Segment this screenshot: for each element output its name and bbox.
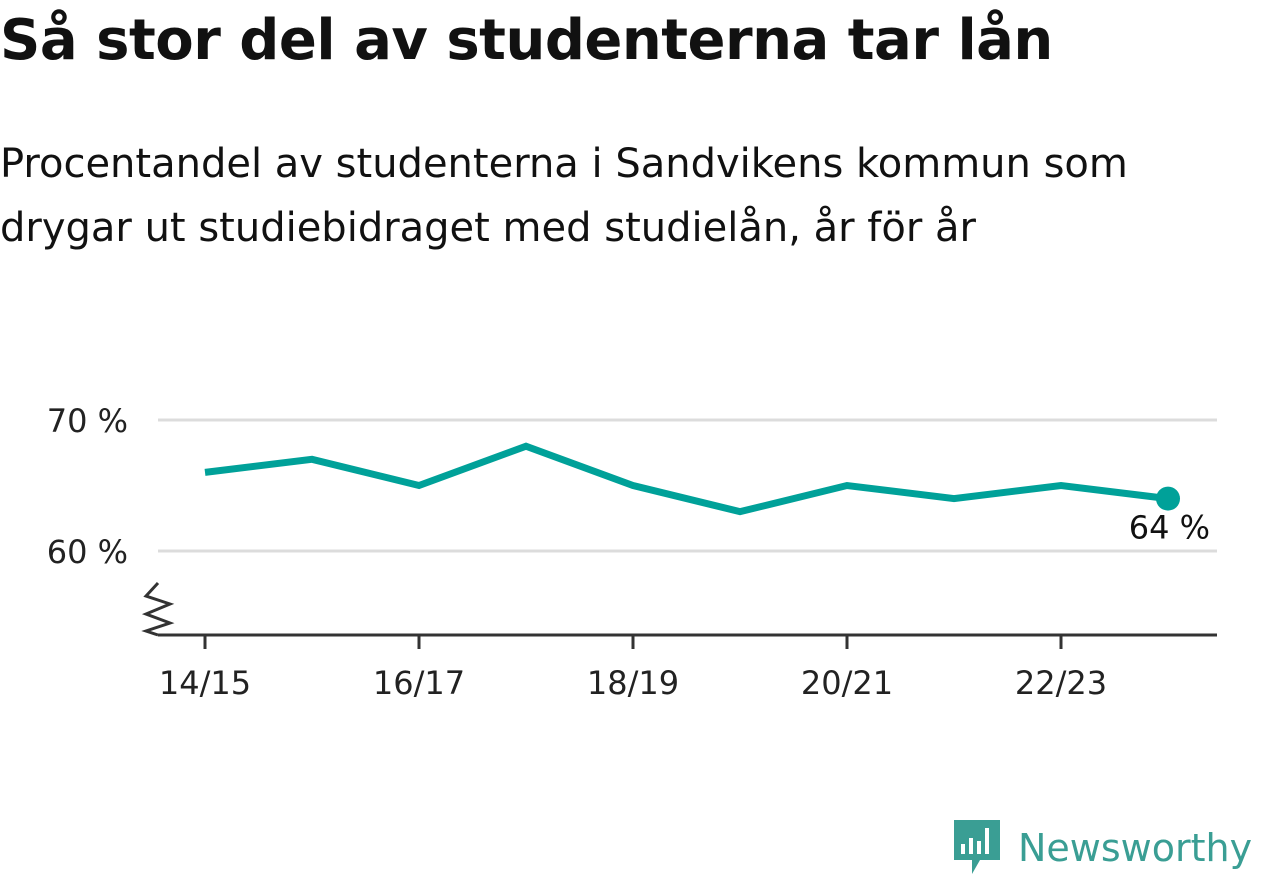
x-tick-label: 14/15 (159, 664, 251, 702)
y-tick-label: 60 % (47, 533, 128, 571)
x-tick-label: 20/21 (801, 664, 893, 702)
series-line (204, 442, 1169, 516)
newsworthy-logo-icon (954, 820, 1000, 874)
chart-subtitle: Procentandel av studenterna i Sandvikens… (0, 141, 1128, 251)
x-tick-label: 22/23 (1015, 664, 1107, 702)
x-tick-label: 18/19 (587, 664, 679, 702)
axis-break-icon (141, 581, 175, 637)
last-data-point (1156, 486, 1180, 511)
brand-logo: Newsworthy (952, 818, 1252, 878)
chart-title: Så stor del av studenterna tar lån (0, 8, 1053, 73)
y-tick-label: 70 % (47, 402, 128, 440)
brand-name: Newsworthy (1018, 826, 1253, 870)
last-value-label: 64 % (1129, 509, 1210, 547)
x-tick-label: 16/17 (373, 664, 465, 702)
